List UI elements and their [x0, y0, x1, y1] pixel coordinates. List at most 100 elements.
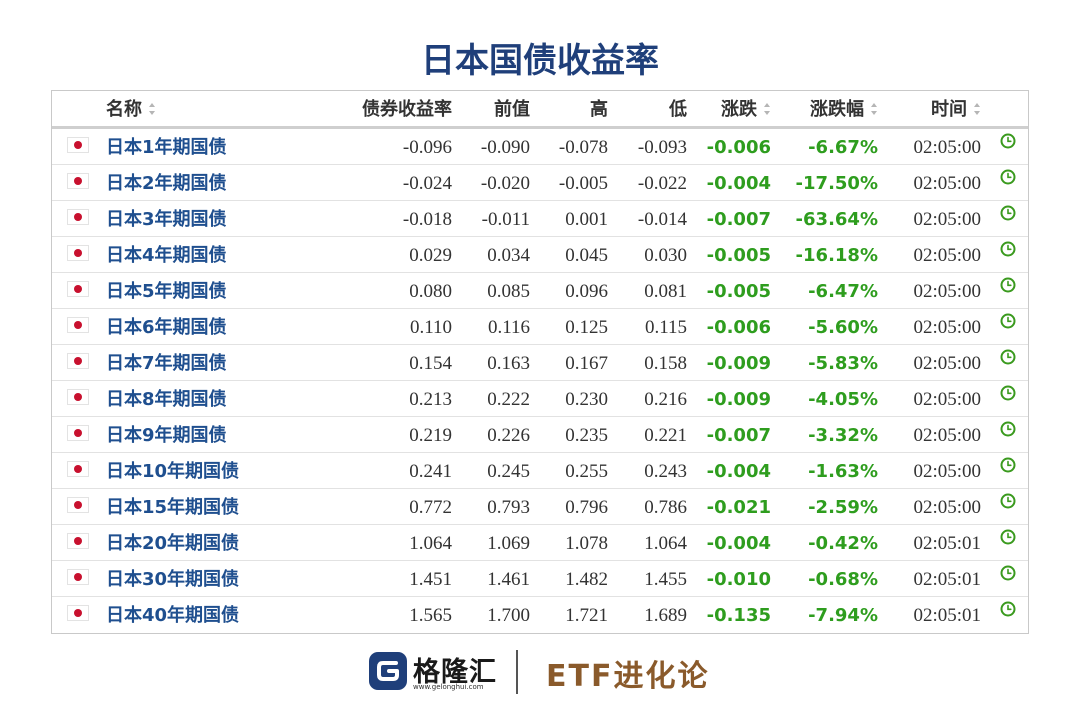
- bond-name-link[interactable]: 日本30年期国债: [106, 569, 240, 590]
- bond-name-link[interactable]: 日本3年期国债: [106, 209, 227, 230]
- clock-icon[interactable]: [1000, 169, 1016, 185]
- japan-flag-icon: [68, 354, 88, 368]
- clock-icon[interactable]: [1000, 421, 1016, 437]
- change-value: -0.006: [706, 137, 771, 158]
- bond-name-link[interactable]: 日本15年期国债: [106, 497, 240, 518]
- prev-value: -0.090: [480, 137, 530, 158]
- table-row[interactable]: 日本5年期国债 0.080 0.085 0.096 0.081 -0.005 -6.47% 0…: [52, 273, 1028, 309]
- bond-name-link[interactable]: 日本40年期国债: [106, 605, 240, 626]
- change-value: -0.009: [706, 353, 771, 374]
- yield-value: 0.154: [409, 353, 452, 374]
- table-row[interactable]: 日本20年期国债 1.064 1.069 1.078 1.064 -0.004 -0.42%…: [52, 525, 1028, 561]
- table-row[interactable]: 日本2年期国债 -0.024 -0.020 -0.005 -0.022 -0.004 -17…: [52, 165, 1028, 201]
- sort-icon[interactable]: [870, 102, 878, 116]
- time-value: 02:05:01: [913, 533, 981, 554]
- change-pct-value: -6.47%: [808, 281, 878, 302]
- table-row[interactable]: 日本10年期国债 0.241 0.245 0.255 0.243 -0.004 -1.63%…: [52, 453, 1028, 489]
- change-pct-value: -6.67%: [808, 137, 878, 158]
- header-change-label: 涨跌: [721, 99, 757, 120]
- table-row[interactable]: 日本7年期国债 0.154 0.163 0.167 0.158 -0.009 -5.83% 0…: [52, 345, 1028, 381]
- table-row[interactable]: 日本3年期国债 -0.018 -0.011 0.001 -0.014 -0.007 -63.…: [52, 201, 1028, 237]
- yield-value: 1.565: [409, 605, 452, 626]
- clock-icon[interactable]: [1000, 205, 1016, 221]
- table-row[interactable]: 日本6年期国债 0.110 0.116 0.125 0.115 -0.006 -5.60% 0…: [52, 309, 1028, 345]
- japan-flag-icon: [68, 318, 88, 332]
- low-value: 0.216: [644, 389, 687, 410]
- clock-icon[interactable]: [1000, 457, 1016, 473]
- yield-value: 0.213: [409, 389, 452, 410]
- table-row[interactable]: 日本8年期国债 0.213 0.222 0.230 0.216 -0.009 -4.05% 0…: [52, 381, 1028, 417]
- low-value: 1.689: [644, 605, 687, 626]
- change-value: -0.005: [706, 245, 771, 266]
- header-change-pct[interactable]: 涨跌幅: [772, 91, 878, 129]
- japan-flag-icon: [68, 174, 88, 188]
- low-value: 0.081: [644, 281, 687, 302]
- time-value: 02:05:00: [913, 281, 981, 302]
- low-value: 0.030: [644, 245, 687, 266]
- logo-text: 格隆汇: [413, 657, 497, 688]
- prev-value: -0.020: [480, 173, 530, 194]
- bond-name-link[interactable]: 日本20年期国债: [106, 533, 240, 554]
- sort-icon[interactable]: [763, 102, 771, 116]
- sort-icon[interactable]: [973, 102, 981, 116]
- table-row[interactable]: 日本30年期国债 1.451 1.461 1.482 1.455 -0.010 -0.68%…: [52, 561, 1028, 597]
- header-change[interactable]: 涨跌: [688, 91, 771, 129]
- bond-name-link[interactable]: 日本5年期国债: [106, 281, 227, 302]
- header-time[interactable]: 时间: [882, 91, 981, 129]
- japan-flag-icon: [68, 246, 88, 260]
- bond-name-link[interactable]: 日本9年期国债: [106, 425, 227, 446]
- time-value: 02:05:00: [913, 353, 981, 374]
- low-value: 1.455: [644, 569, 687, 590]
- bond-name-link[interactable]: 日本10年期国债: [106, 461, 240, 482]
- japan-flag-icon: [68, 210, 88, 224]
- change-pct-value: -7.94%: [808, 605, 878, 626]
- table-header: 名称 债券收益率 前值 高 低 涨跌 涨跌幅 时间: [52, 91, 1028, 129]
- clock-icon[interactable]: [1000, 313, 1016, 329]
- clock-icon[interactable]: [1000, 529, 1016, 545]
- low-value: 1.064: [644, 533, 687, 554]
- change-pct-value: -16.18%: [795, 245, 878, 266]
- prev-value: 1.461: [487, 569, 530, 590]
- yield-value: 0.110: [409, 317, 452, 338]
- bond-name-link[interactable]: 日本4年期国债: [106, 245, 227, 266]
- yield-value: 1.451: [409, 569, 452, 590]
- header-low: 低: [669, 99, 687, 120]
- clock-icon[interactable]: [1000, 565, 1016, 581]
- table-row[interactable]: 日本15年期国债 0.772 0.793 0.796 0.786 -0.021 -2.59%…: [52, 489, 1028, 525]
- change-value: -0.007: [706, 209, 771, 230]
- prev-value: 0.034: [487, 245, 530, 266]
- yield-value: 0.241: [409, 461, 452, 482]
- clock-icon[interactable]: [1000, 493, 1016, 509]
- clock-icon[interactable]: [1000, 133, 1016, 149]
- clock-icon[interactable]: [1000, 349, 1016, 365]
- low-value: 0.158: [644, 353, 687, 374]
- high-value: -0.005: [558, 173, 608, 194]
- high-value: 0.125: [565, 317, 608, 338]
- bond-name-link[interactable]: 日本2年期国债: [106, 173, 227, 194]
- bond-name-link[interactable]: 日本1年期国债: [106, 137, 227, 158]
- prev-value: -0.011: [481, 209, 530, 230]
- change-value: -0.021: [706, 497, 771, 518]
- clock-icon[interactable]: [1000, 385, 1016, 401]
- footer: 格隆汇 www.gelonghui.com ETF进化论: [0, 646, 1080, 698]
- bond-name-link[interactable]: 日本7年期国债: [106, 353, 227, 374]
- header-name[interactable]: 名称: [106, 91, 156, 129]
- change-pct-value: -63.64%: [795, 209, 878, 230]
- yield-value: 0.029: [409, 245, 452, 266]
- clock-icon[interactable]: [1000, 241, 1016, 257]
- time-value: 02:05:00: [913, 461, 981, 482]
- clock-icon[interactable]: [1000, 277, 1016, 293]
- table-row[interactable]: 日本40年期国债 1.565 1.700 1.721 1.689 -0.135 -7.94%…: [52, 597, 1028, 633]
- table-row[interactable]: 日本9年期国债 0.219 0.226 0.235 0.221 -0.007 -3.32% 0…: [52, 417, 1028, 453]
- clock-icon[interactable]: [1000, 601, 1016, 617]
- bond-name-link[interactable]: 日本6年期国债: [106, 317, 227, 338]
- prev-value: 0.163: [487, 353, 530, 374]
- table-row[interactable]: 日本1年期国债 -0.096 -0.090 -0.078 -0.093 -0.006 -6.…: [52, 129, 1028, 165]
- yield-value: 0.772: [409, 497, 452, 518]
- bond-name-link[interactable]: 日本8年期国债: [106, 389, 227, 410]
- table-row[interactable]: 日本4年期国债 0.029 0.034 0.045 0.030 -0.005 -16.18%…: [52, 237, 1028, 273]
- change-value: -0.009: [706, 389, 771, 410]
- japan-flag-icon: [68, 138, 88, 152]
- sort-icon[interactable]: [148, 102, 156, 116]
- high-value: 1.078: [565, 533, 608, 554]
